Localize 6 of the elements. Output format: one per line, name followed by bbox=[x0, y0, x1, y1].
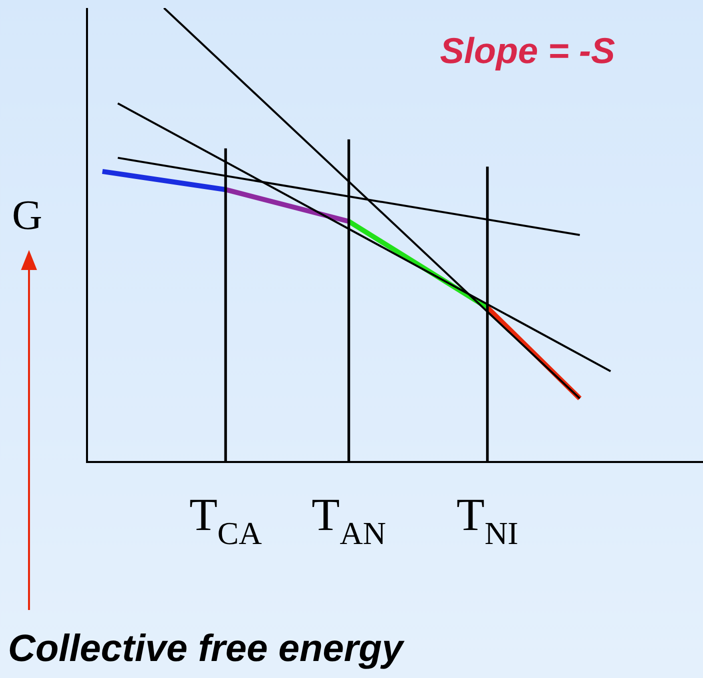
x-tick-label: T$_{CA}$ bbox=[189, 488, 262, 552]
annotation: Slope = -S bbox=[440, 30, 615, 72]
x-tick-label: T$_{NI}$ bbox=[456, 488, 518, 552]
text: Collective free energy bbox=[8, 628, 403, 671]
x-tick-label: T$_{AN}$ bbox=[312, 488, 386, 552]
y-axis-title: G bbox=[12, 192, 42, 240]
